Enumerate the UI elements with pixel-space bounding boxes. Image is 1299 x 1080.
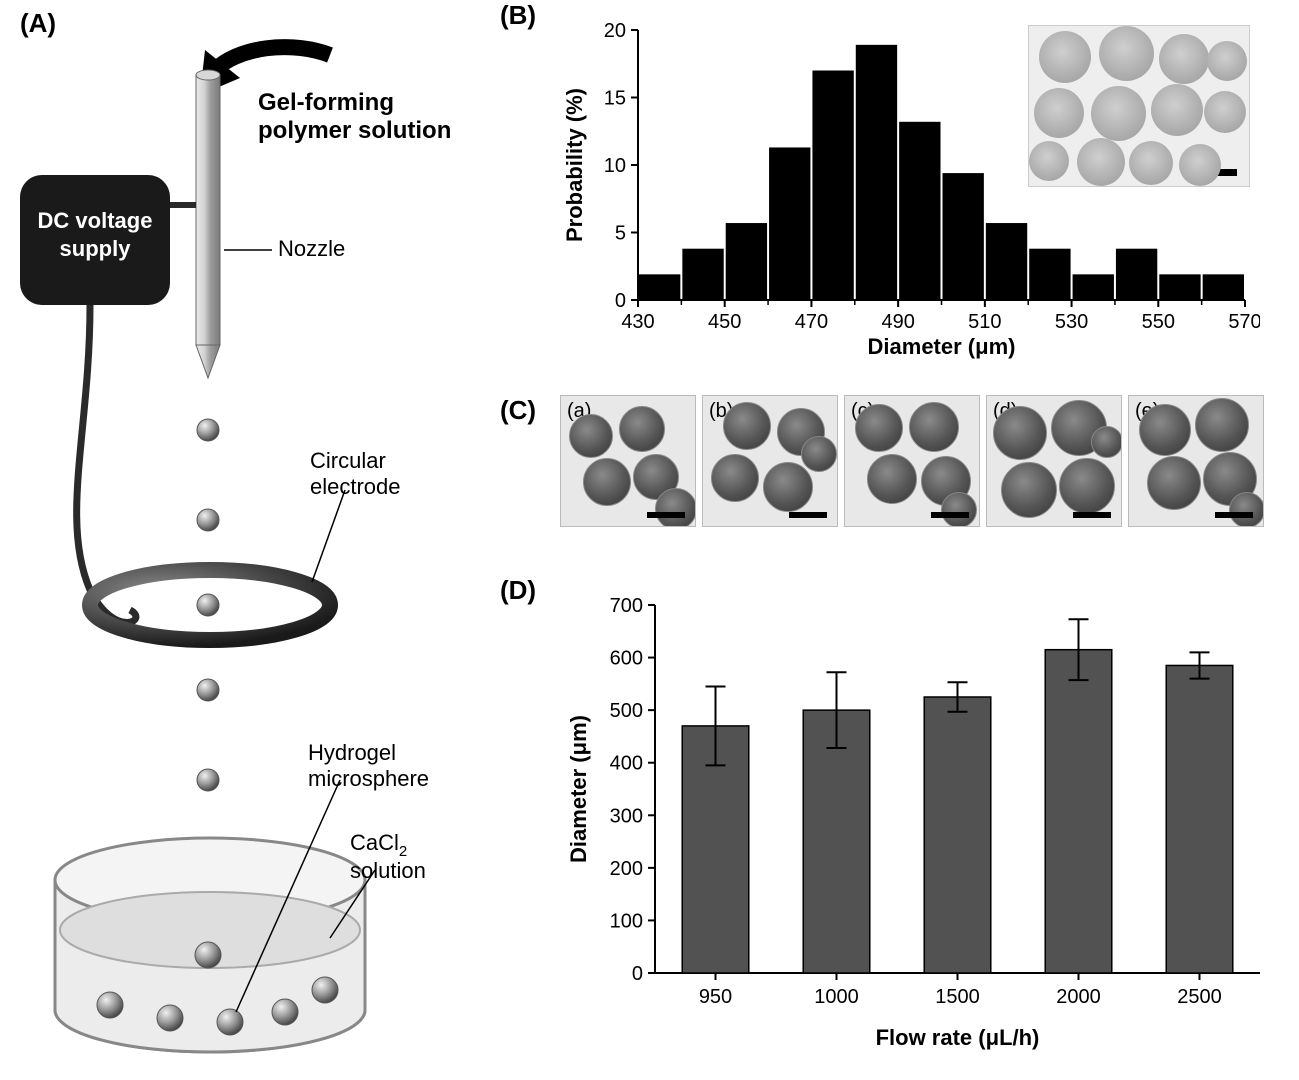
cacl2-label2: solution <box>350 858 426 883</box>
svg-text:950: 950 <box>699 986 732 1008</box>
electrode-label1: Circular <box>310 448 386 473</box>
microsphere-label1: Hydrogel <box>308 740 396 765</box>
histogram-inset-image <box>1028 25 1250 187</box>
svg-text:700: 700 <box>610 595 643 617</box>
svg-text:600: 600 <box>610 648 643 670</box>
svg-text:20: 20 <box>604 20 626 42</box>
droplets <box>197 419 219 881</box>
dc-box-line2: supply <box>60 236 132 261</box>
svg-text:510: 510 <box>968 311 1001 333</box>
panel-label-c: (C) <box>500 395 536 426</box>
svg-text:Probability (%): Probability (%) <box>562 88 587 242</box>
svg-text:100: 100 <box>610 910 643 932</box>
svg-text:400: 400 <box>610 753 643 775</box>
svg-text:430: 430 <box>621 311 654 333</box>
svg-text:Diameter (μm): Diameter (μm) <box>868 334 1016 359</box>
svg-text:5: 5 <box>615 223 626 245</box>
histogram-diameter: 05101520430450470490510530550570Diameter… <box>560 20 1260 360</box>
polymer-label1: Gel-forming <box>258 89 394 116</box>
svg-text:530: 530 <box>1055 311 1088 333</box>
diagram-electrospray: DC voltage supply <box>0 0 500 1080</box>
svg-text:200: 200 <box>610 858 643 880</box>
svg-text:500: 500 <box>610 700 643 722</box>
micrograph-row: (a)(b)(c)(d)(e) <box>560 395 1280 545</box>
leader-electrode <box>312 490 345 582</box>
svg-text:0: 0 <box>632 963 643 985</box>
svg-text:490: 490 <box>881 311 914 333</box>
panel-label-d: (D) <box>500 575 536 606</box>
svg-text:450: 450 <box>708 311 741 333</box>
micrograph-a: (a) <box>560 395 696 527</box>
scalebar <box>647 512 685 518</box>
microsphere-label2: microsphere <box>308 766 429 791</box>
polymer-label2: polymer solution <box>258 117 451 144</box>
svg-text:300: 300 <box>610 805 643 827</box>
svg-text:2500: 2500 <box>1177 986 1222 1008</box>
svg-text:0: 0 <box>615 290 626 312</box>
electrode-label2: electrode <box>310 474 401 499</box>
svg-text:570: 570 <box>1228 311 1260 333</box>
svg-text:10: 10 <box>604 155 626 177</box>
scalebar <box>1073 512 1111 518</box>
dc-box-line1: DC voltage <box>38 208 153 233</box>
panel-label-b: (B) <box>500 0 536 31</box>
micrograph-b: (b) <box>702 395 838 527</box>
nozzle <box>196 70 220 378</box>
micrograph-e: (e) <box>1128 395 1264 527</box>
scalebar <box>1215 512 1253 518</box>
svg-text:Diameter (μm): Diameter (μm) <box>566 715 591 863</box>
scalebar <box>789 512 827 518</box>
svg-text:Flow rate (μL/h): Flow rate (μL/h) <box>876 1025 1040 1050</box>
scalebar <box>931 512 969 518</box>
svg-text:470: 470 <box>795 311 828 333</box>
cacl2-label: CaCl2 <box>350 830 407 860</box>
micrograph-d: (d) <box>986 395 1122 527</box>
svg-text:550: 550 <box>1142 311 1175 333</box>
nozzle-label: Nozzle <box>278 236 345 261</box>
micrograph-c: (c) <box>844 395 980 527</box>
svg-text:1500: 1500 <box>935 986 980 1008</box>
svg-text:15: 15 <box>604 88 626 110</box>
svg-text:1000: 1000 <box>814 986 859 1008</box>
svg-text:2000: 2000 <box>1056 986 1101 1008</box>
barchart-flowrate: 0 100 200 300 400 500 600 700 950 1000 1500 2000 250… <box>560 585 1280 1055</box>
